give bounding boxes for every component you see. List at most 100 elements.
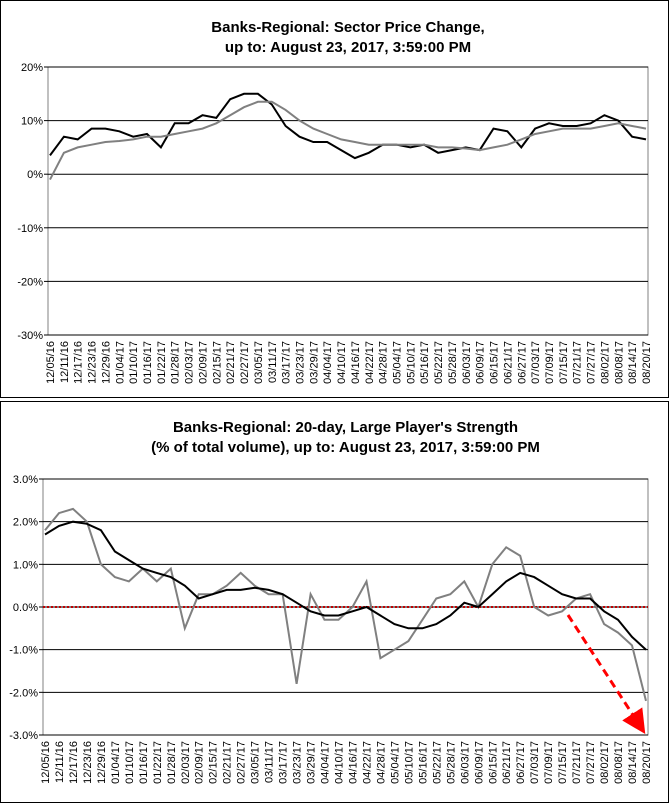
x-tick-label: 08/20/17 — [641, 341, 653, 384]
x-tick-label: 03/23/17 — [294, 341, 306, 384]
y-tick-label: -30% — [17, 330, 43, 342]
x-tick-label: 12/29/16 — [100, 341, 112, 384]
x-tick-label: 07/09/17 — [543, 741, 555, 784]
x-tick-label: 12/17/16 — [73, 341, 85, 384]
x-tick-label: 07/21/17 — [572, 341, 584, 384]
x-tick-label: 04/10/17 — [334, 741, 346, 784]
x-tick-label: 06/27/17 — [515, 741, 527, 784]
x-tick-label: 12/23/16 — [87, 341, 99, 384]
y-tick-label: 10% — [21, 116, 43, 128]
y-tick-label: 2.0% — [13, 517, 38, 529]
chart-title: up to: August 23, 2017, 3:59:00 PM — [225, 39, 471, 56]
x-tick-label: 12/17/16 — [68, 741, 80, 784]
panel — [0, 401, 669, 803]
chart-title: Banks-Regional: 20-day, Large Player's S… — [173, 419, 518, 436]
x-tick-label: 08/14/17 — [627, 741, 639, 784]
x-tick-label: 08/08/17 — [613, 741, 625, 784]
x-tick-label: 02/27/17 — [239, 341, 251, 384]
x-tick-label: 06/27/17 — [516, 341, 528, 384]
x-tick-label: 03/29/17 — [306, 741, 318, 784]
x-tick-label: 06/03/17 — [461, 341, 473, 384]
x-tick-label: 05/28/17 — [447, 341, 459, 384]
x-tick-label: 07/09/17 — [544, 341, 556, 384]
x-tick-label: 06/15/17 — [489, 341, 501, 384]
x-tick-label: 04/28/17 — [375, 741, 387, 784]
chart-title: (% of total volume), up to: August 23, 2… — [151, 439, 540, 456]
x-tick-label: 05/10/17 — [405, 341, 417, 384]
panel — [0, 0, 669, 398]
y-tick-label: -10% — [17, 223, 43, 235]
y-tick-label: 1.0% — [13, 559, 38, 571]
x-tick-label: 07/03/17 — [529, 741, 541, 784]
x-tick-label: 12/05/16 — [40, 741, 52, 784]
x-tick-label: 01/22/17 — [156, 341, 168, 384]
x-tick-label: 07/15/17 — [558, 341, 570, 384]
x-tick-label: 05/16/17 — [419, 341, 431, 384]
x-tick-label: 01/04/17 — [110, 741, 122, 784]
x-tick-label: 03/23/17 — [292, 741, 304, 784]
x-tick-label: 07/21/17 — [571, 741, 583, 784]
x-tick-label: 04/04/17 — [322, 341, 334, 384]
x-tick-label: 02/15/17 — [208, 741, 220, 784]
x-tick-label: 02/09/17 — [197, 341, 209, 384]
series-line — [49, 100, 647, 181]
y-tick-label: -20% — [17, 276, 43, 288]
x-tick-label: 01/04/17 — [114, 341, 126, 384]
x-tick-label: 01/10/17 — [128, 341, 140, 384]
x-tick-label: 06/03/17 — [459, 741, 471, 784]
x-tick-label: 04/22/17 — [361, 741, 373, 784]
x-tick-label: 03/05/17 — [253, 341, 265, 384]
x-tick-label: 01/16/17 — [142, 341, 154, 384]
x-tick-label: 12/11/16 — [54, 741, 66, 783]
x-tick-label: 04/28/17 — [378, 341, 390, 384]
series-line — [44, 520, 647, 651]
x-tick-label: 08/20/17 — [641, 741, 653, 784]
x-tick-label: 03/05/17 — [250, 741, 262, 784]
x-tick-label: 03/11/17 — [267, 341, 279, 383]
x-tick-label: 07/15/17 — [557, 741, 569, 784]
x-tick-label: 05/22/17 — [431, 741, 443, 784]
x-tick-label: 02/03/17 — [184, 341, 196, 384]
x-tick-label: 01/28/17 — [170, 341, 182, 384]
x-tick-label: 12/29/16 — [96, 741, 108, 784]
x-tick-label: 02/27/17 — [236, 741, 248, 784]
chart: Banks-Regional: 20-day, Large Player's S… — [9, 419, 653, 784]
x-tick-label: 08/14/17 — [627, 341, 639, 384]
x-tick-label: 06/21/17 — [501, 741, 513, 784]
x-tick-label: 04/16/17 — [350, 341, 362, 384]
x-tick-label: 05/04/17 — [392, 341, 404, 384]
x-tick-label: 04/22/17 — [364, 341, 376, 384]
x-tick-label: 01/16/17 — [138, 741, 150, 784]
x-tick-label: 03/29/17 — [308, 341, 320, 384]
x-tick-label: 04/04/17 — [320, 741, 332, 784]
chart-title: Banks-Regional: Sector Price Change, — [211, 19, 484, 36]
x-tick-label: 08/08/17 — [613, 341, 625, 384]
y-tick-label: -3.0% — [9, 730, 38, 742]
x-tick-label: 06/09/17 — [475, 341, 487, 384]
y-tick-label: 20% — [21, 62, 43, 74]
x-tick-label: 03/17/17 — [278, 741, 290, 784]
x-tick-label: 06/09/17 — [473, 741, 485, 784]
chart: Banks-Regional: Sector Price Change, up t… — [17, 19, 653, 384]
x-tick-label: 12/05/16 — [45, 341, 57, 384]
x-tick-label: 02/09/17 — [194, 741, 206, 784]
x-tick-label: 04/10/17 — [336, 341, 348, 384]
x-tick-label: 06/15/17 — [487, 741, 499, 784]
y-tick-label: -2.0% — [9, 687, 38, 699]
x-tick-label: 05/04/17 — [389, 741, 401, 784]
x-tick-label: 08/02/17 — [599, 341, 611, 384]
x-tick-label: 01/22/17 — [152, 741, 164, 784]
y-tick-label: 0.0% — [13, 602, 38, 614]
x-tick-label: 02/03/17 — [180, 741, 192, 784]
y-tick-label: 3.0% — [13, 474, 38, 486]
x-tick-label: 07/27/17 — [586, 341, 598, 384]
x-tick-label: 02/21/17 — [222, 741, 234, 784]
x-tick-label: 03/11/17 — [264, 741, 276, 783]
x-tick-label: 05/28/17 — [445, 741, 457, 784]
x-tick-label: 01/10/17 — [124, 741, 136, 784]
x-tick-label: 02/15/17 — [211, 341, 223, 384]
trend-arrow — [566, 614, 646, 735]
x-tick-label: 01/28/17 — [166, 741, 178, 784]
x-tick-label: 04/16/17 — [347, 741, 359, 784]
